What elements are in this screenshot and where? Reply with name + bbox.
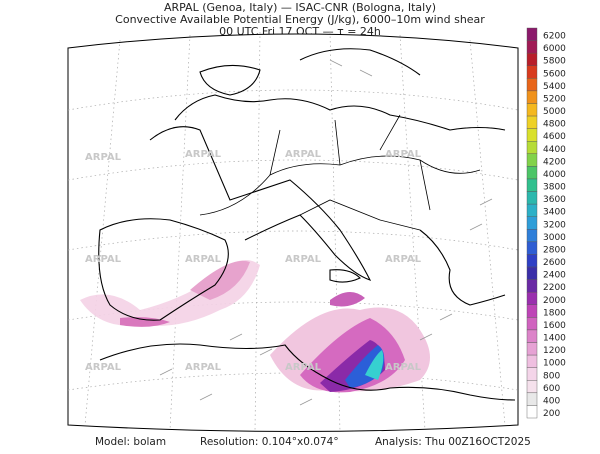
colorbar-label: 1600 [543, 321, 566, 331]
colorbar-swatch [526, 279, 538, 293]
watermark: ARPAL [285, 254, 322, 265]
colorbar-label: 5000 [543, 107, 566, 117]
colorbar-label: 1800 [543, 308, 566, 318]
watermark: ARPAL [285, 362, 322, 373]
colorbar-swatch [526, 380, 538, 394]
watermark: ARPAL [85, 152, 122, 163]
colorbar-label: 1200 [543, 346, 566, 356]
colorbar-swatch [526, 52, 538, 66]
colorbar-label: 6000 [543, 44, 566, 54]
cape-field [80, 260, 430, 393]
colorbar-swatch [526, 115, 538, 129]
colorbar-label: 800 [543, 371, 560, 381]
footer-resolution: Resolution: 0.104°x0.074° [200, 436, 339, 448]
coastlines [98, 48, 516, 401]
colorbar-label: 1000 [543, 359, 566, 369]
colorbar-swatch [526, 90, 538, 104]
colorbar-swatch [526, 266, 538, 280]
watermark: ARPAL [85, 254, 122, 265]
colorbar-label: 1400 [543, 334, 566, 344]
colorbar-label: 3800 [543, 183, 566, 193]
colorbar-swatch [526, 128, 538, 142]
colorbar-label: 5800 [543, 57, 566, 67]
colorbar-swatch [526, 392, 538, 406]
map [67, 31, 519, 433]
borders [199, 114, 481, 231]
colorbar-label: 2800 [543, 245, 566, 255]
colorbar-label: 6200 [543, 32, 566, 42]
colorbar-label: 4600 [543, 132, 566, 142]
colorbar-label: 4000 [543, 170, 566, 180]
colorbar-swatch [526, 141, 538, 155]
colorbar-swatch [526, 241, 538, 255]
colorbar-label: 2600 [543, 258, 566, 268]
colorbar-label: 2200 [543, 283, 566, 293]
header-line: ARPAL (Genoa, Italy) — ISAC-CNR (Bologna… [164, 1, 436, 14]
colorbar-swatch [526, 191, 538, 205]
colorbar-swatch [526, 367, 538, 381]
header-line: Convective Available Potential Energy (J… [115, 13, 485, 26]
colorbar-label: 4800 [543, 120, 566, 130]
colorbar-label: 3200 [543, 220, 566, 230]
colorbar-label: 3400 [543, 208, 566, 218]
watermark: ARPAL [185, 362, 222, 373]
watermark: ARPAL [285, 149, 322, 160]
colorbar-swatch [526, 329, 538, 343]
colorbar-swatch [526, 153, 538, 167]
colorbar-label: 4400 [543, 145, 566, 155]
colorbar-swatch [526, 65, 538, 79]
colorbar-label: 5600 [543, 69, 566, 79]
colorbar-label: 600 [543, 384, 560, 394]
footer-analysis: Analysis: Thu 00Z16OCT2025 [375, 436, 531, 448]
watermark: ARPAL [185, 254, 222, 265]
colorbar-swatch [526, 27, 538, 41]
watermarks: ARPAL ARPAL ARPAL ARPAL ARPAL ARPAL ARPAL ARPAL… [85, 149, 422, 373]
colorbar-swatch [526, 229, 538, 243]
watermark: ARPAL [385, 362, 422, 373]
colorbar-label: 5400 [543, 82, 566, 92]
colorbar: 6200 6000 5800 5600 5400 5200 5000 4800 4600 4400… [526, 27, 566, 419]
colorbar-swatch [526, 317, 538, 331]
colorbar-swatch [526, 291, 538, 305]
colorbar-swatch [526, 342, 538, 356]
colorbar-swatch [526, 166, 538, 180]
colorbar-swatch [526, 216, 538, 230]
colorbar-swatch [526, 203, 538, 217]
watermark: ARPAL [385, 149, 422, 160]
colorbar-swatch [526, 405, 538, 419]
colorbar-label: 400 [543, 396, 560, 406]
colorbar-swatch [526, 304, 538, 318]
watermark: ARPAL [85, 362, 122, 373]
colorbar-swatch [526, 354, 538, 368]
watermark: ARPAL [385, 254, 422, 265]
watermark: ARPAL [185, 149, 222, 160]
colorbar-label: 5200 [543, 94, 566, 104]
colorbar-swatch [526, 103, 538, 117]
footer-model: Model: bolam [95, 436, 166, 448]
colorbar-label: 2400 [543, 271, 566, 281]
colorbar-swatch [526, 78, 538, 92]
colorbar-label: 3600 [543, 195, 566, 205]
colorbar-label: 200 [543, 409, 560, 419]
colorbar-label: 4200 [543, 157, 566, 167]
colorbar-swatch [526, 254, 538, 268]
colorbar-label: 2000 [543, 296, 566, 306]
colorbar-swatch [526, 178, 538, 192]
colorbar-swatch [526, 40, 538, 54]
wind-shear-barbs [159, 59, 493, 406]
colorbar-label: 3000 [543, 233, 566, 243]
